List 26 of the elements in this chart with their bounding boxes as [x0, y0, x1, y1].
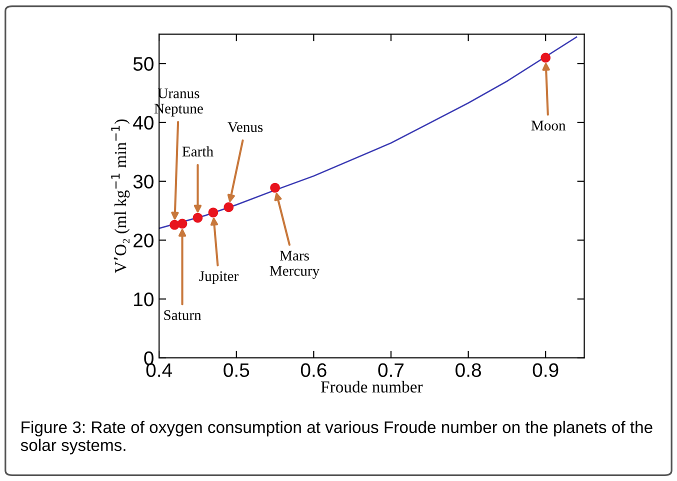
caption: Figure 3: Rate of oxygen consumption at various Froude number on the planets of the solar systems.	[20, 420, 652, 454]
point	[540, 52, 551, 63]
y-axis-title: V’O₂ (ml kg$^{−1}$ min$^{−1}$)	[111, 119, 130, 274]
point	[270, 182, 280, 193]
x-tick-label: 0.6	[300, 363, 326, 378]
x-axis-title: Froude number	[321, 380, 423, 393]
x-tick-label: 0.8	[456, 363, 481, 378]
y-tick-label: 40	[133, 116, 154, 130]
x-tick-label: 0.5	[224, 363, 250, 378]
y-tick-label: 10	[134, 292, 154, 306]
point	[177, 218, 188, 229]
annotation: Earth	[182, 146, 214, 156]
annotation: Jupiter	[199, 271, 238, 284]
annotation: Moon	[531, 120, 566, 130]
x-tick-label: 0.7	[378, 363, 404, 378]
point	[208, 208, 218, 218]
x-tick-label: 0.4	[146, 363, 172, 378]
y-tick-label: 30	[133, 174, 154, 189]
annotation: Venus	[228, 122, 263, 132]
point	[224, 202, 234, 212]
annotation: Saturn	[164, 310, 202, 320]
x-tick-label: 0.9	[532, 363, 558, 378]
point	[192, 212, 203, 223]
y-tick-label: 50	[133, 57, 154, 71]
annotation: Mars Mercury	[270, 250, 320, 279]
y-tick-label: 20	[134, 234, 154, 248]
